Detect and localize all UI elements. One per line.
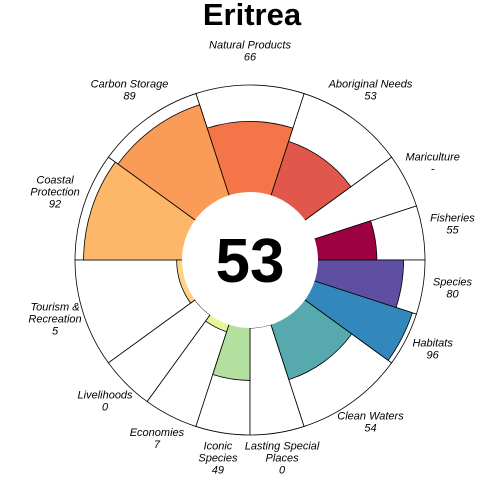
petal-label: Carbon Storage xyxy=(91,79,169,91)
chart-title: Eritrea xyxy=(203,0,302,32)
petal-value-label: 54 xyxy=(364,422,376,434)
petal-value-label: 49 xyxy=(212,464,224,476)
petal-label: Lasting Special Places xyxy=(245,440,320,464)
petal-label: Species xyxy=(433,277,473,289)
petal-label: Livelihoods xyxy=(78,389,134,401)
petal-label: Fisheries xyxy=(430,212,475,224)
petal-label: Coastal Protection xyxy=(30,175,80,199)
center-score: 53 xyxy=(216,227,285,296)
petal-label: Habitats xyxy=(412,338,453,350)
petal-label: Mariculture xyxy=(405,151,459,163)
petal-value-label: 53 xyxy=(364,91,377,103)
petal-label: Clean Waters xyxy=(337,410,404,422)
petal-value-label: 0 xyxy=(279,464,286,476)
petal-value-label: 96 xyxy=(427,350,440,362)
center-circle xyxy=(182,192,318,328)
petal-value-label: 7 xyxy=(154,439,161,451)
petal-value-label: 89 xyxy=(123,91,135,103)
petal xyxy=(206,121,294,262)
petal-value-label: - xyxy=(431,163,435,175)
petal-value-label: 92 xyxy=(49,199,61,211)
petal-label: Tourism & Recreation xyxy=(28,301,81,325)
petal-label: Aboriginal Needs xyxy=(328,79,413,91)
petal-value-label: 5 xyxy=(52,325,59,337)
petal-value-label: 80 xyxy=(446,289,459,301)
petal-label: Natural Products xyxy=(209,40,291,52)
petal-value-label: 66 xyxy=(244,52,257,64)
petal-label: Economies xyxy=(130,427,185,439)
petal-label: Iconic Species xyxy=(198,440,238,464)
petal-value-label: 55 xyxy=(446,224,459,236)
petal-value-label: 0 xyxy=(102,401,109,413)
